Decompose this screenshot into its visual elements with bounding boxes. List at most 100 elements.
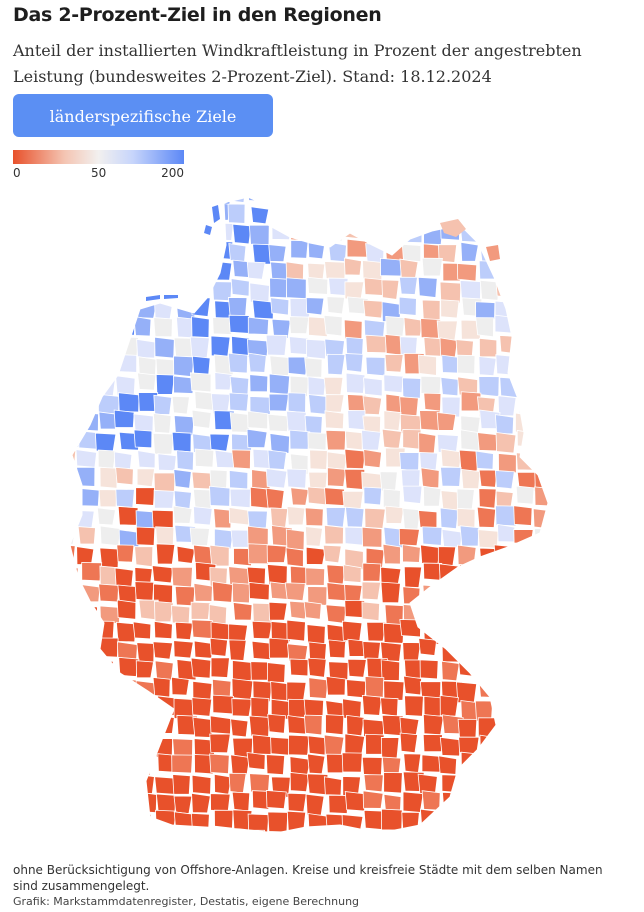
district-cell[interactable] bbox=[479, 279, 500, 301]
district-cell[interactable] bbox=[190, 834, 209, 845]
district-cell[interactable] bbox=[458, 187, 477, 207]
district-cell[interactable] bbox=[345, 372, 366, 394]
district-cell[interactable] bbox=[423, 485, 442, 507]
district-cell[interactable] bbox=[556, 454, 574, 474]
district-cell[interactable] bbox=[537, 833, 556, 845]
district-cell[interactable] bbox=[194, 448, 215, 468]
district-cell[interactable] bbox=[80, 206, 103, 228]
district-cell[interactable] bbox=[554, 205, 575, 223]
district-cell[interactable] bbox=[170, 605, 191, 624]
district-cell[interactable] bbox=[513, 791, 534, 812]
district-cell[interactable] bbox=[231, 678, 254, 700]
district-cell[interactable] bbox=[268, 393, 290, 412]
district-cell[interactable] bbox=[327, 241, 347, 263]
district-cell[interactable] bbox=[136, 713, 158, 736]
district-cell[interactable] bbox=[115, 466, 134, 486]
district-cell[interactable] bbox=[250, 697, 270, 719]
district-cell[interactable] bbox=[191, 774, 212, 795]
district-cell[interactable] bbox=[98, 411, 118, 430]
district-cell[interactable] bbox=[63, 771, 81, 790]
district-cells[interactable] bbox=[57, 185, 577, 845]
district-cell[interactable] bbox=[270, 297, 290, 316]
district-cell[interactable] bbox=[552, 604, 572, 623]
district-cell[interactable] bbox=[79, 603, 98, 623]
district-cell[interactable] bbox=[438, 755, 458, 775]
district-cell[interactable] bbox=[361, 601, 380, 622]
district-cell[interactable] bbox=[212, 828, 234, 845]
district-cell[interactable] bbox=[422, 734, 443, 753]
district-cell[interactable] bbox=[307, 657, 327, 678]
district-cell[interactable] bbox=[385, 315, 406, 337]
district-cell[interactable] bbox=[77, 622, 99, 641]
district-cell[interactable] bbox=[475, 317, 494, 338]
district-cell[interactable] bbox=[362, 790, 384, 809]
district-cell[interactable] bbox=[96, 718, 117, 737]
district-cell[interactable] bbox=[229, 488, 251, 509]
district-cell[interactable] bbox=[210, 657, 230, 678]
district-cell[interactable] bbox=[191, 296, 211, 318]
district-cell[interactable] bbox=[135, 487, 155, 506]
district-cell[interactable] bbox=[536, 565, 556, 584]
district-cell[interactable] bbox=[362, 299, 384, 319]
district-cell[interactable] bbox=[192, 185, 213, 204]
district-cell[interactable] bbox=[423, 392, 442, 412]
district-cell[interactable] bbox=[345, 336, 364, 356]
district-cell[interactable] bbox=[232, 660, 254, 682]
district-cell[interactable] bbox=[363, 448, 382, 469]
district-cell[interactable] bbox=[59, 619, 77, 640]
district-cell[interactable] bbox=[289, 756, 311, 776]
district-cell[interactable] bbox=[228, 314, 250, 334]
district-cell[interactable] bbox=[383, 680, 405, 701]
district-cell[interactable] bbox=[460, 429, 480, 451]
district-cell[interactable] bbox=[303, 698, 325, 719]
district-cell[interactable] bbox=[189, 527, 211, 547]
district-cell[interactable] bbox=[136, 223, 158, 245]
district-cell[interactable] bbox=[80, 641, 103, 663]
district-cell[interactable] bbox=[344, 791, 366, 812]
district-cell[interactable] bbox=[115, 717, 135, 739]
district-cell[interactable] bbox=[515, 225, 538, 244]
district-cell[interactable] bbox=[531, 224, 551, 244]
district-cell[interactable] bbox=[556, 298, 576, 318]
district-cell[interactable] bbox=[420, 375, 442, 396]
district-cell[interactable] bbox=[402, 544, 421, 563]
district-cell[interactable] bbox=[289, 771, 310, 793]
district-cell[interactable] bbox=[441, 830, 462, 845]
district-cell[interactable] bbox=[214, 372, 233, 391]
district-cell[interactable] bbox=[497, 261, 517, 280]
district-cell[interactable] bbox=[81, 832, 103, 845]
district-cell[interactable] bbox=[535, 376, 554, 398]
district-cell[interactable] bbox=[209, 733, 231, 754]
district-cell[interactable] bbox=[307, 735, 326, 756]
district-cell[interactable] bbox=[553, 814, 570, 833]
district-cell[interactable] bbox=[116, 263, 138, 284]
germany-choropleth-map[interactable] bbox=[0, 185, 644, 845]
district-cell[interactable] bbox=[499, 641, 520, 662]
district-cell[interactable] bbox=[418, 432, 437, 454]
district-cell[interactable] bbox=[460, 751, 480, 773]
district-cell[interactable] bbox=[76, 756, 96, 777]
district-cell[interactable] bbox=[246, 185, 267, 202]
district-cell[interactable] bbox=[438, 813, 458, 832]
district-cell[interactable] bbox=[496, 658, 518, 678]
district-cell[interactable] bbox=[421, 790, 441, 811]
district-cell[interactable] bbox=[325, 604, 347, 624]
district-cell[interactable] bbox=[271, 318, 291, 339]
district-cell[interactable] bbox=[419, 659, 439, 680]
district-cell[interactable] bbox=[135, 829, 156, 845]
district-cell[interactable] bbox=[228, 243, 247, 262]
district-cell[interactable] bbox=[402, 791, 424, 813]
district-cell[interactable] bbox=[553, 373, 570, 391]
district-cell[interactable] bbox=[174, 279, 194, 298]
district-cell[interactable] bbox=[309, 449, 328, 470]
district-cell[interactable] bbox=[382, 543, 401, 565]
district-cell[interactable] bbox=[323, 201, 342, 221]
district-cell[interactable] bbox=[153, 239, 174, 260]
district-cell[interactable] bbox=[76, 546, 95, 565]
district-cell[interactable] bbox=[323, 185, 343, 202]
district-cell[interactable] bbox=[289, 658, 309, 677]
district-cell[interactable] bbox=[498, 583, 519, 605]
district-cell[interactable] bbox=[457, 774, 478, 795]
district-cell[interactable] bbox=[362, 204, 382, 226]
district-cell[interactable] bbox=[96, 507, 116, 526]
